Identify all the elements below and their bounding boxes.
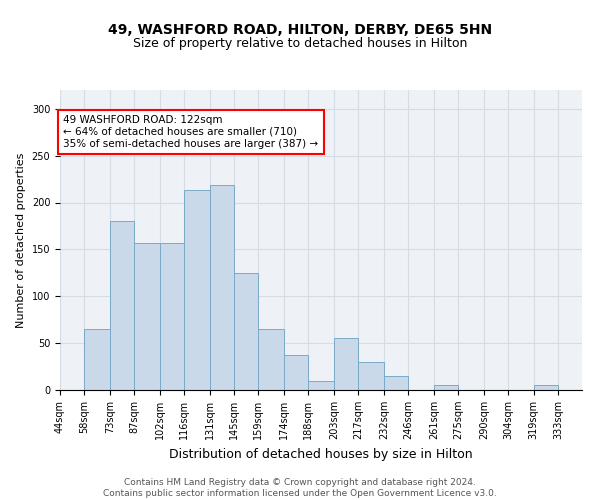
Text: 49, WASHFORD ROAD, HILTON, DERBY, DE65 5HN: 49, WASHFORD ROAD, HILTON, DERBY, DE65 5… bbox=[108, 22, 492, 36]
Bar bbox=[358, 362, 384, 390]
Bar bbox=[110, 221, 134, 390]
Bar bbox=[234, 273, 258, 390]
Bar bbox=[334, 338, 358, 390]
Text: 49 WASHFORD ROAD: 122sqm
← 64% of detached houses are smaller (710)
35% of semi-: 49 WASHFORD ROAD: 122sqm ← 64% of detach… bbox=[64, 116, 319, 148]
Bar bbox=[284, 356, 308, 390]
Bar bbox=[534, 386, 558, 390]
Bar bbox=[184, 190, 210, 390]
Bar bbox=[160, 243, 184, 390]
Text: Size of property relative to detached houses in Hilton: Size of property relative to detached ho… bbox=[133, 38, 467, 51]
X-axis label: Distribution of detached houses by size in Hilton: Distribution of detached houses by size … bbox=[169, 448, 473, 460]
Text: Contains HM Land Registry data © Crown copyright and database right 2024.
Contai: Contains HM Land Registry data © Crown c… bbox=[103, 478, 497, 498]
Bar bbox=[84, 329, 110, 390]
Bar bbox=[258, 329, 284, 390]
Bar bbox=[134, 243, 160, 390]
Bar bbox=[210, 184, 234, 390]
Bar bbox=[308, 380, 334, 390]
Bar bbox=[434, 386, 458, 390]
Y-axis label: Number of detached properties: Number of detached properties bbox=[16, 152, 26, 328]
Bar bbox=[384, 376, 408, 390]
